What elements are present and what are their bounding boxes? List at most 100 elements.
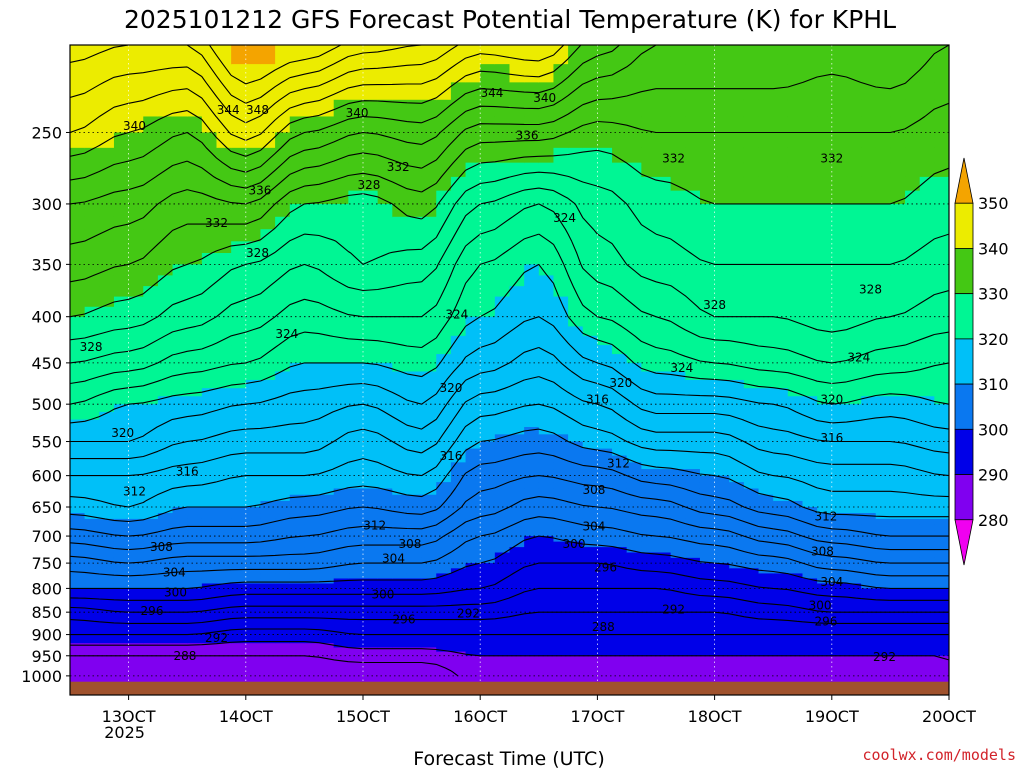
fill-cell: [758, 667, 774, 673]
fill-cell: [275, 396, 291, 405]
fill-cell: [201, 45, 218, 65]
fill-cell: [157, 667, 174, 673]
fill-cell: [377, 557, 393, 564]
contour-label: 292: [662, 602, 685, 616]
fill-cell: [450, 634, 467, 640]
fill-cell: [817, 621, 833, 627]
fill-cell: [568, 229, 584, 242]
fill-cell: [70, 541, 86, 548]
fill-cell: [319, 612, 335, 618]
fill-cell: [656, 488, 672, 496]
contour-318: [70, 316, 949, 443]
fill-cell: [773, 241, 789, 254]
fill-cell: [113, 275, 130, 287]
fill-cell: [289, 593, 305, 599]
fill-cell: [201, 354, 218, 364]
fill-cell: [377, 475, 393, 483]
fill-cell: [304, 541, 320, 548]
fill-cell: [802, 524, 818, 532]
fill-cell: [480, 547, 496, 554]
fill-cell: [494, 396, 511, 405]
fill-cell: [758, 634, 774, 640]
fill-cell: [538, 99, 555, 118]
fill-cell: [685, 203, 701, 218]
fill-cell: [187, 379, 203, 389]
fill-cell: [758, 643, 774, 649]
fill-cell: [450, 362, 467, 373]
fill-cell: [626, 132, 642, 149]
fill-cell: [626, 563, 642, 569]
fill-cell: [231, 507, 247, 514]
fill-cell: [934, 419, 949, 428]
fill-cell: [656, 578, 672, 585]
fill-cell: [216, 345, 232, 355]
fill-cell: [846, 634, 862, 640]
fill-cell: [714, 482, 730, 490]
fill-cell: [729, 583, 745, 590]
fill-cell: [685, 316, 701, 327]
fill-cell: [128, 647, 144, 653]
fill-cell: [787, 659, 804, 665]
fill-cell: [670, 588, 686, 594]
fill-cell: [509, 64, 525, 83]
fill-cell: [699, 513, 716, 520]
fill-cell: [597, 203, 613, 218]
fill-cell: [113, 578, 130, 585]
fill-cell: [143, 524, 159, 532]
fill-cell: [919, 388, 935, 397]
fill-cell: [685, 253, 701, 265]
fill-cell: [348, 411, 364, 421]
fill-cell: [699, 518, 716, 526]
fill-cell: [831, 573, 848, 580]
fill-cell: [99, 229, 115, 242]
fill-cell: [656, 518, 672, 526]
fill-cell: [260, 671, 276, 677]
fill-cell: [568, 607, 584, 613]
fill-cell: [553, 419, 569, 428]
fill-cell: [421, 326, 437, 337]
fill-cell: [304, 286, 320, 298]
fill-cell: [406, 441, 423, 450]
fill-cell: [406, 419, 423, 428]
fill-cell: [875, 286, 891, 298]
fill-cell: [260, 475, 276, 483]
fill-cell: [406, 663, 423, 669]
fill-cell: [612, 354, 628, 364]
fill-cell: [861, 147, 877, 164]
fill-cell: [319, 482, 335, 490]
fill-cell: [597, 216, 613, 230]
fill-cell: [143, 536, 159, 543]
fill-cell: [919, 488, 935, 496]
fill-cell: [406, 116, 423, 134]
fill-cell: [99, 147, 115, 164]
fill-cell: [612, 296, 628, 308]
fill-cell: [128, 203, 144, 218]
fill-cell: [524, 286, 540, 298]
fill-cell: [875, 488, 891, 496]
fill-cell: [363, 588, 379, 594]
fill-cell: [787, 573, 804, 580]
fill-cell: [597, 475, 613, 483]
fill-cell: [157, 630, 174, 636]
fill-cell: [538, 524, 555, 532]
fill-cell: [436, 488, 452, 496]
fill-cell: [392, 663, 408, 669]
fill-cell: [187, 469, 203, 477]
fill-cell: [333, 651, 349, 657]
fill-cell: [187, 651, 203, 657]
fill-cell: [201, 625, 218, 631]
fill-cell: [656, 651, 672, 657]
fill-cell: [890, 578, 906, 585]
fill-cell: [348, 441, 364, 450]
fill-cell: [304, 607, 320, 613]
fill-cell: [333, 176, 349, 192]
fill-cell: [172, 441, 188, 450]
fill-cell: [685, 643, 701, 649]
fill-cell: [568, 253, 584, 265]
fill-cell: [670, 655, 686, 661]
fill-cell: [275, 663, 291, 669]
fill-cell: [289, 441, 305, 450]
fill-cell: [319, 362, 335, 373]
fill-cell: [568, 602, 584, 609]
fill-cell: [905, 306, 921, 318]
